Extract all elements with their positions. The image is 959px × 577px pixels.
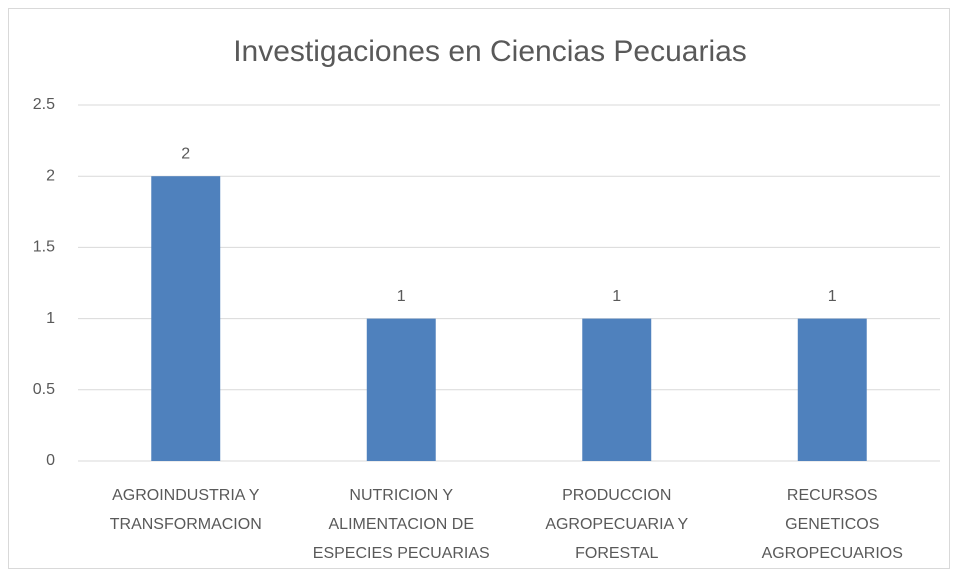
bar: [582, 318, 652, 461]
x-tick-label: NUTRICION Y ALIMENTACION DE ESPECIES PECUA…: [313, 487, 490, 562]
bar: [366, 318, 436, 461]
data-label: 1: [612, 288, 621, 305]
y-tick-label: 1.5: [33, 239, 55, 256]
y-tick-label: 2: [46, 167, 55, 184]
y-tick-label: 0.5: [33, 381, 55, 398]
x-tick-label: AGROINDUSTRIA Y TRANSFORMACION: [110, 487, 262, 533]
bar: [797, 318, 867, 461]
data-label: 1: [397, 288, 406, 305]
x-tick-label: PRODUCCION AGROPECUARIA Y FORESTAL: [545, 487, 688, 562]
x-tick-label: RECURSOS GENETICOS AGROPECUARIOS: [762, 487, 903, 562]
data-label: 1: [828, 288, 837, 305]
y-tick-label: 0: [46, 452, 55, 469]
chart-title: Investigaciones en Ciencias Pecuarias: [233, 35, 747, 68]
y-tick-label: 2.5: [33, 96, 55, 113]
data-label: 2: [181, 145, 190, 162]
chart-frame: [8, 8, 950, 569]
bar: [151, 176, 221, 461]
y-tick-label: 1: [46, 310, 55, 327]
